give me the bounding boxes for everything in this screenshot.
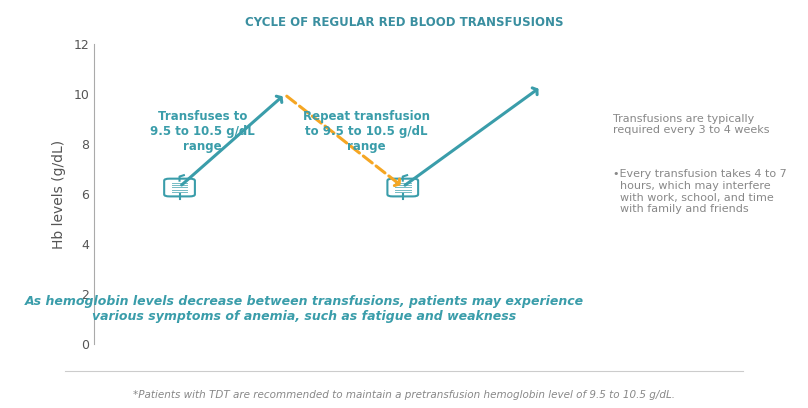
Text: *Patients with TDT are recommended to maintain a pretransfusion hemoglobin level: *Patients with TDT are recommended to ma… xyxy=(133,390,675,400)
Text: CYCLE OF REGULAR RED BLOOD TRANSFUSIONS: CYCLE OF REGULAR RED BLOOD TRANSFUSIONS xyxy=(245,16,563,29)
Text: •Every transfusion takes 4 to 7
  hours, which may interfere
  with work, school: •Every transfusion takes 4 to 7 hours, w… xyxy=(613,169,787,214)
Text: As hemoglobin levels decrease between transfusions, patients may experience
vari: As hemoglobin levels decrease between tr… xyxy=(25,295,584,323)
Text: Transfusions are typically
required every 3 to 4 weeks: Transfusions are typically required ever… xyxy=(613,113,769,135)
Y-axis label: Hb levels (g/dL): Hb levels (g/dL) xyxy=(53,140,66,249)
Text: Repeat transfusion
to 9.5 to 10.5 g/dL
range: Repeat transfusion to 9.5 to 10.5 g/dL r… xyxy=(303,111,430,153)
Text: Transfuses to
9.5 to 10.5 g/dL
range: Transfuses to 9.5 to 10.5 g/dL range xyxy=(150,111,255,153)
